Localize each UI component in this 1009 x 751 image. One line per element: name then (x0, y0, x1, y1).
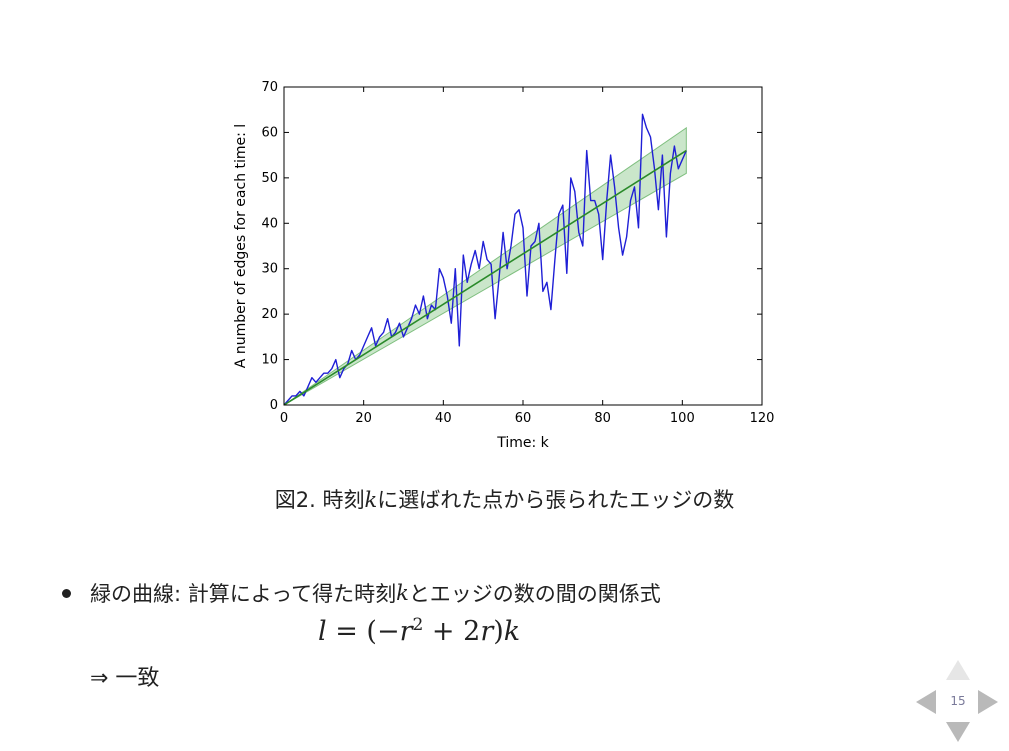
x-tick-label: 20 (355, 411, 372, 426)
x-axis-label: Time: k (496, 435, 549, 451)
y-tick-label: 30 (261, 262, 278, 277)
slide-navigation: 15 (912, 660, 1004, 746)
caption-var: k (364, 488, 378, 512)
x-tick-label: 80 (594, 411, 611, 426)
y-axis-label: A number of edges for each time: l (233, 124, 249, 368)
conclusion-text: ⇒ 一致 (90, 666, 160, 691)
formula-k: k (503, 616, 521, 647)
formula-l: l (318, 616, 327, 647)
y-tick-label: 50 (261, 171, 278, 186)
y-tick-label: 60 (261, 125, 278, 140)
x-tick-label: 100 (670, 411, 695, 426)
x-tick-label: 120 (750, 411, 775, 426)
caption-suffix: に選ばれた点から張られたエッジの数 (377, 488, 735, 512)
y-tick-label: 10 (261, 353, 278, 368)
y-tick-label: 0 (270, 398, 278, 413)
bullet-dot-icon (62, 588, 71, 598)
y-tick-label: 40 (261, 216, 278, 231)
formula-r2: r (480, 616, 494, 647)
bullet-item: 緑の曲線: 計算によって得た時刻 k とエッジの数の間の関係式 (62, 578, 661, 608)
formula-rest: + 2 (423, 616, 481, 647)
y-tick-label: 20 (261, 307, 278, 322)
fit-line (283, 149, 687, 406)
nav-left-arrow-icon[interactable] (916, 690, 936, 714)
relation-formula: l = (−r2 + 2r)k (318, 615, 520, 647)
bullet-suffix: とエッジの数の間の関係式 (408, 582, 661, 606)
formula-close: ) (493, 616, 504, 647)
nav-right-arrow-icon[interactable] (978, 690, 998, 714)
x-tick-label: 60 (515, 411, 532, 426)
x-tick-label: 40 (435, 411, 452, 426)
formula-r: r (399, 616, 413, 647)
formula-exp: 2 (412, 615, 424, 635)
x-tick-label: 0 (280, 411, 288, 426)
formula-eq: = (− (326, 616, 400, 647)
bullet-var: k (396, 581, 409, 605)
edges-over-time-chart: 0 20 40 60 80 100 120 0 10 20 30 40 50 60 70 Time: k A n… (233, 80, 775, 451)
nav-down-arrow-icon[interactable] (946, 722, 970, 742)
confidence-band (283, 126, 687, 406)
page-number: 15 (950, 694, 966, 708)
caption-prefix: 図2. 時刻 (274, 488, 365, 512)
bullet-prefix: 緑の曲線: 計算によって得た時刻 (90, 582, 397, 606)
observed-line (283, 113, 687, 406)
nav-up-arrow-icon[interactable] (946, 660, 970, 680)
figure-caption: 図2. 時刻kに選ばれた点から張られたエッジの数 (0, 484, 1009, 514)
y-tick-label: 70 (261, 80, 278, 95)
